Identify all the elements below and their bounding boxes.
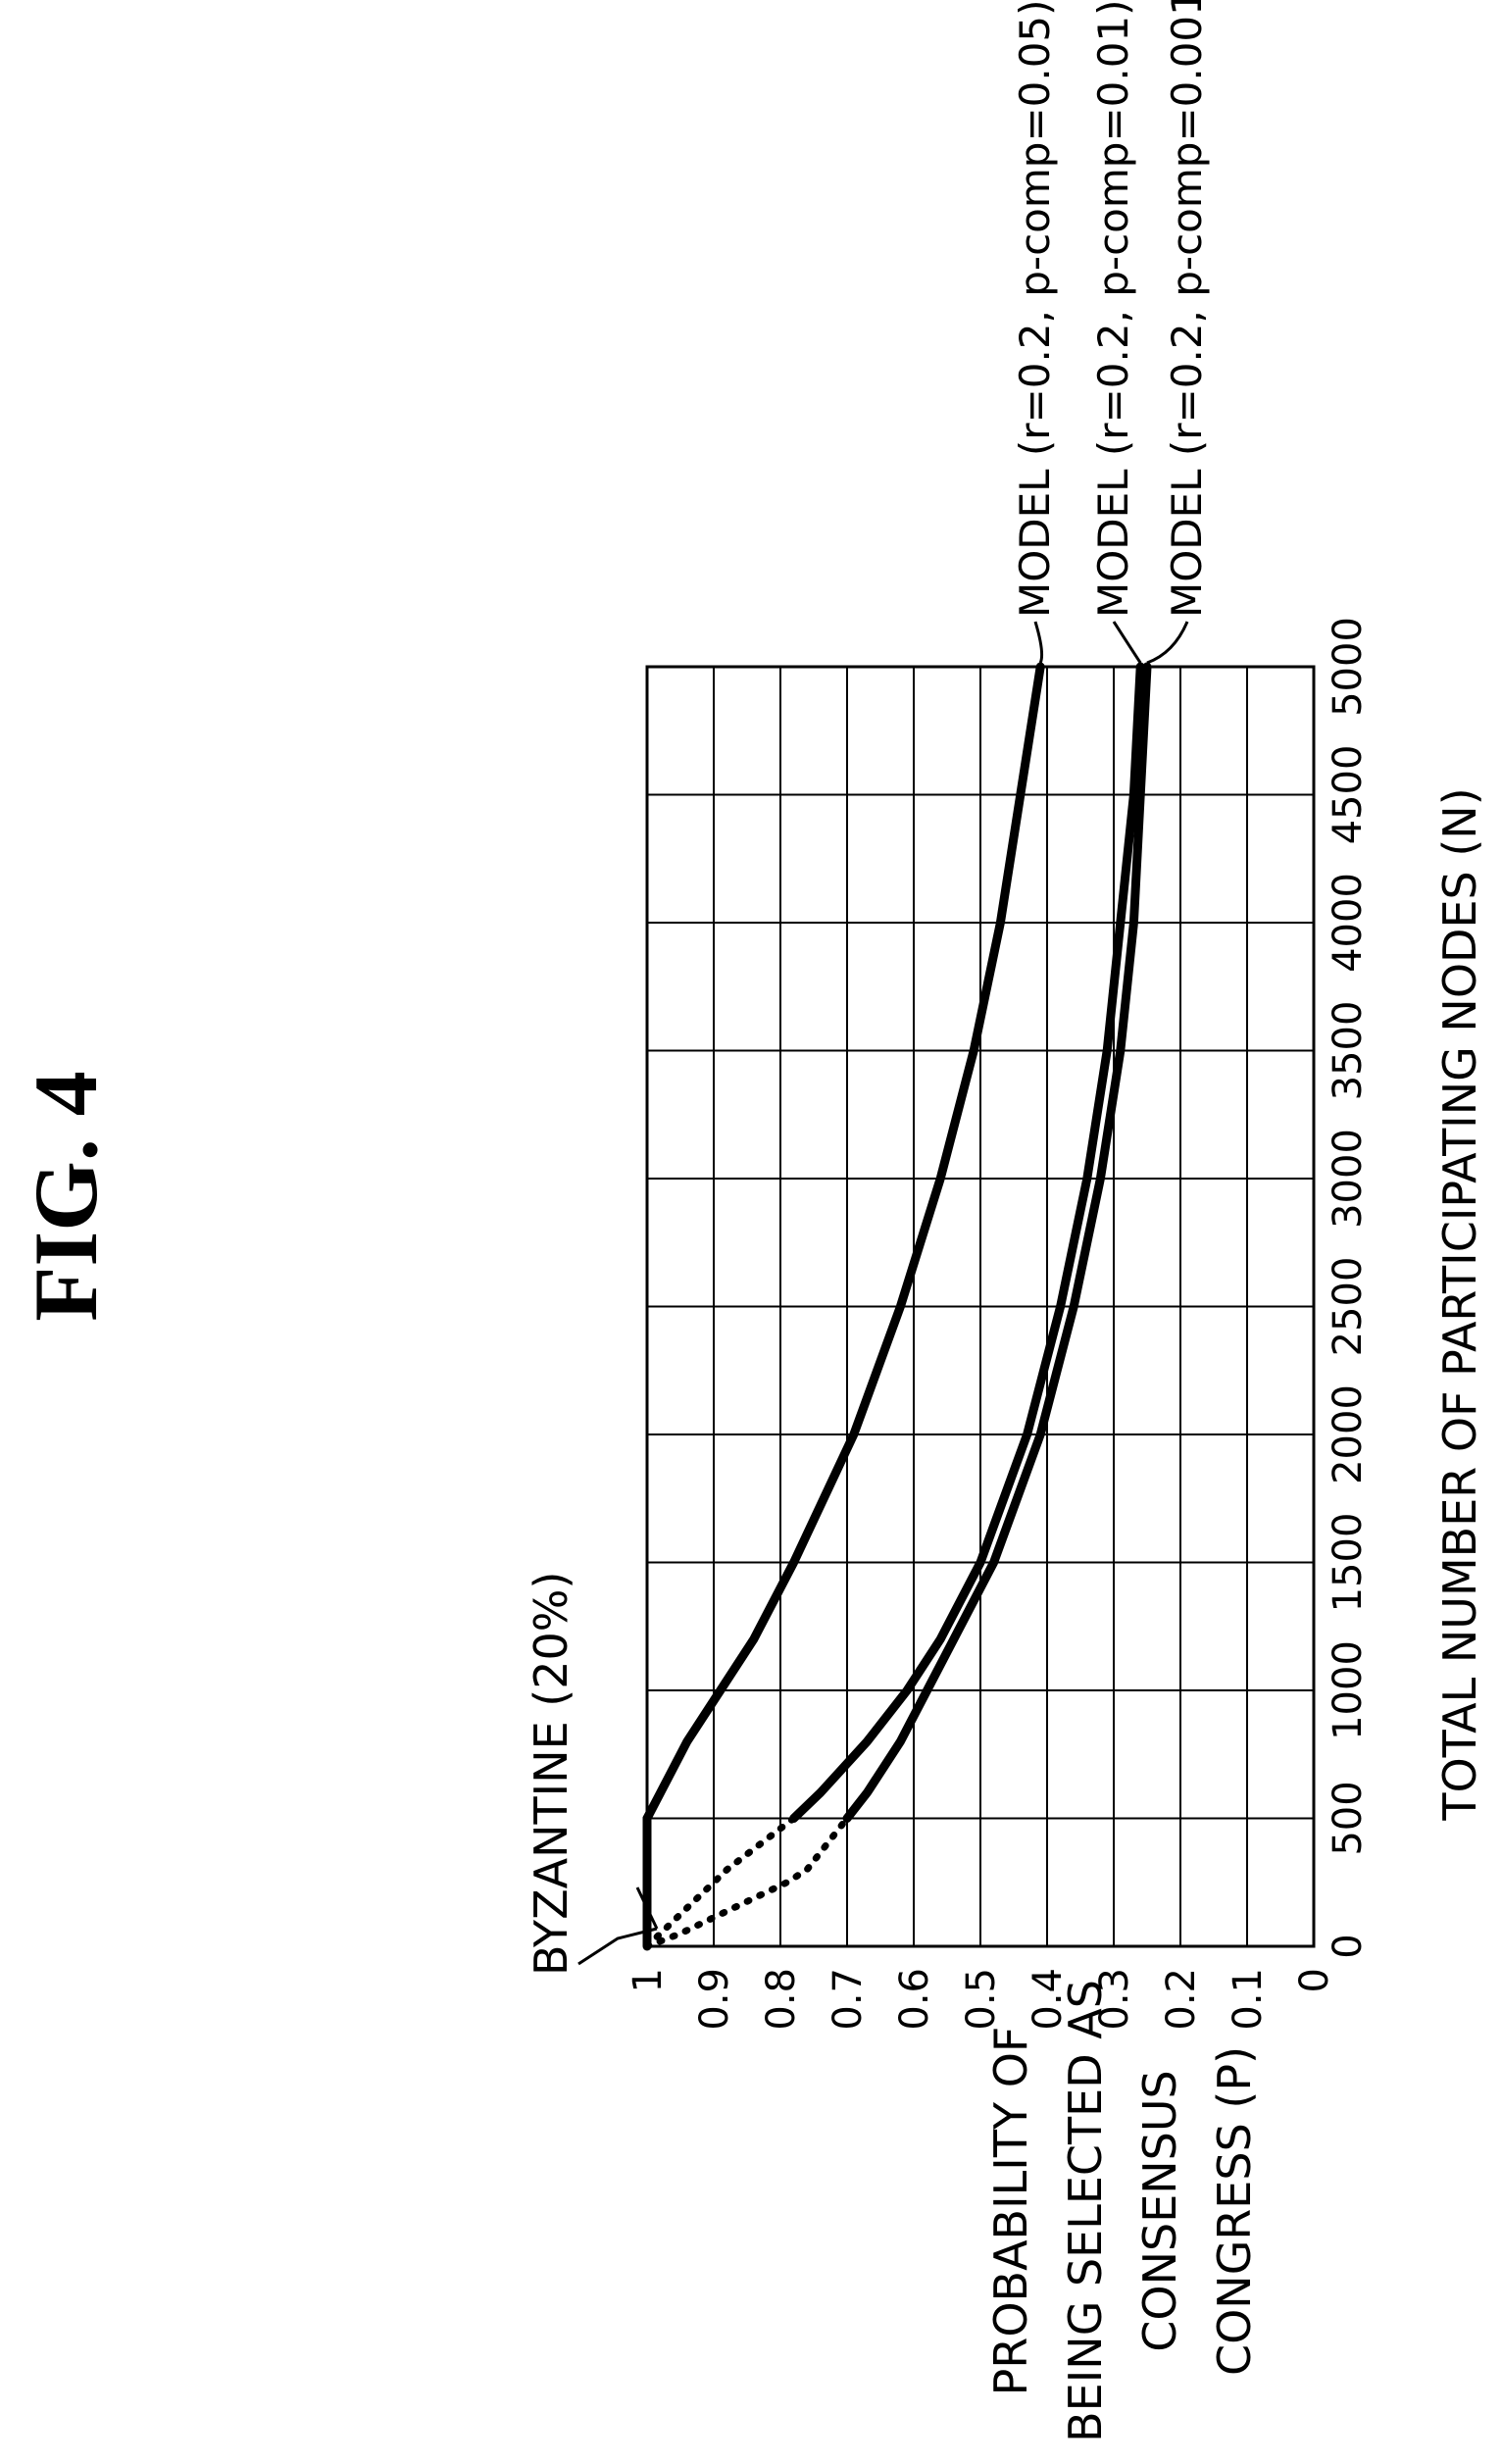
y-tick-label: 0.2 [1159,1968,1204,2031]
x-tick-label: 1000 [1326,1640,1371,1740]
series-2-early-segment [643,1815,851,1950]
x-tick-label: 2500 [1326,1257,1371,1357]
x-tick-label: 2000 [1326,1384,1371,1484]
y-axis-title-line-1: BEING SELECTED AS [1059,1980,1112,2442]
y-tick-label: 0.9 [692,1968,737,2031]
y-axis-title-line-2: CONSENSUS [1133,2070,1186,2351]
y-tick-label: 0.6 [892,1968,937,2031]
plot-area: 0 500 1000 1500 2000 2500 3000 3500 4000 4500 5000… [525,0,1371,2031]
x-tick-label: 5000 [1326,617,1371,717]
annotation-byzantine: BYZANTINE (20%) [525,1572,577,1976]
y-tick-label: 0.5 [959,1968,1004,2031]
y-tick-label: 0 [1292,1968,1337,1992]
annotation-leader [577,1886,659,1966]
legend-label-2: MODEL (r=0.2, p-comp=0.001) [1163,0,1211,618]
x-tick-label: 3000 [1326,1129,1371,1229]
legend-label-0: MODEL (r=0.2, p-comp=0.05) [1011,0,1059,618]
y-axis-title-line-0: PROBABILITY OF [984,2027,1037,2396]
y-axis-title-line-3: CONGRESS (P) [1208,2046,1261,2376]
series-2-line [842,662,1152,1823]
legend-leader-1 [1112,621,1142,664]
series-0-line [642,662,1045,1823]
x-tick-label: 3500 [1326,1001,1371,1101]
y-tick-label: 0.1 [1226,1968,1271,2031]
x-tick-label: 0 [1326,1934,1371,1958]
x-tick-label: 4000 [1326,873,1371,973]
x-tick-label: 1500 [1326,1513,1371,1613]
y-axis-ticks: 0 0.1 0.2 0.3 0.4 0.5 0.6 0.7 0.8 0.9 1 [626,1968,1337,2031]
legend-leader-2 [1146,621,1189,665]
plot-frame [645,665,1316,1948]
series-1-line [789,662,1145,1823]
grid-lines [646,666,1315,1947]
y-tick-label: 1 [626,1968,671,1992]
y-tick-label: 0.4 [1026,1968,1071,2031]
y-tick-label: 0.8 [759,1968,804,2031]
series-1-early-segment [643,1815,798,1950]
legend-leader-0 [1033,621,1044,664]
legend: MODEL (r=0.2, p-comp=0.05) MODEL (r=0.2, … [1011,0,1211,665]
figure-title: FIG. 4 [16,1071,116,1322]
x-axis-ticks: 0 500 1000 1500 2000 2500 3000 3500 4000 4500 5000 [1326,617,1371,1959]
series-curves [642,662,1152,1951]
annotations: BYZANTINE (20%) [525,1572,659,1976]
x-tick-label: 500 [1326,1781,1371,1855]
y-tick-label: 0.7 [826,1968,871,2031]
x-axis-title: TOTAL NUMBER OF PARTICIPATING NODES (N) [1433,787,1486,1821]
x-tick-label: 4500 [1326,745,1371,845]
y-tick-label: 0.3 [1092,1968,1137,2031]
y-axis-title: PROBABILITY OF BEING SELECTED AS CONSENSUS… [984,1980,1261,2442]
legend-label-1: MODEL (r=0.2, p-comp=0.01) [1089,0,1137,618]
